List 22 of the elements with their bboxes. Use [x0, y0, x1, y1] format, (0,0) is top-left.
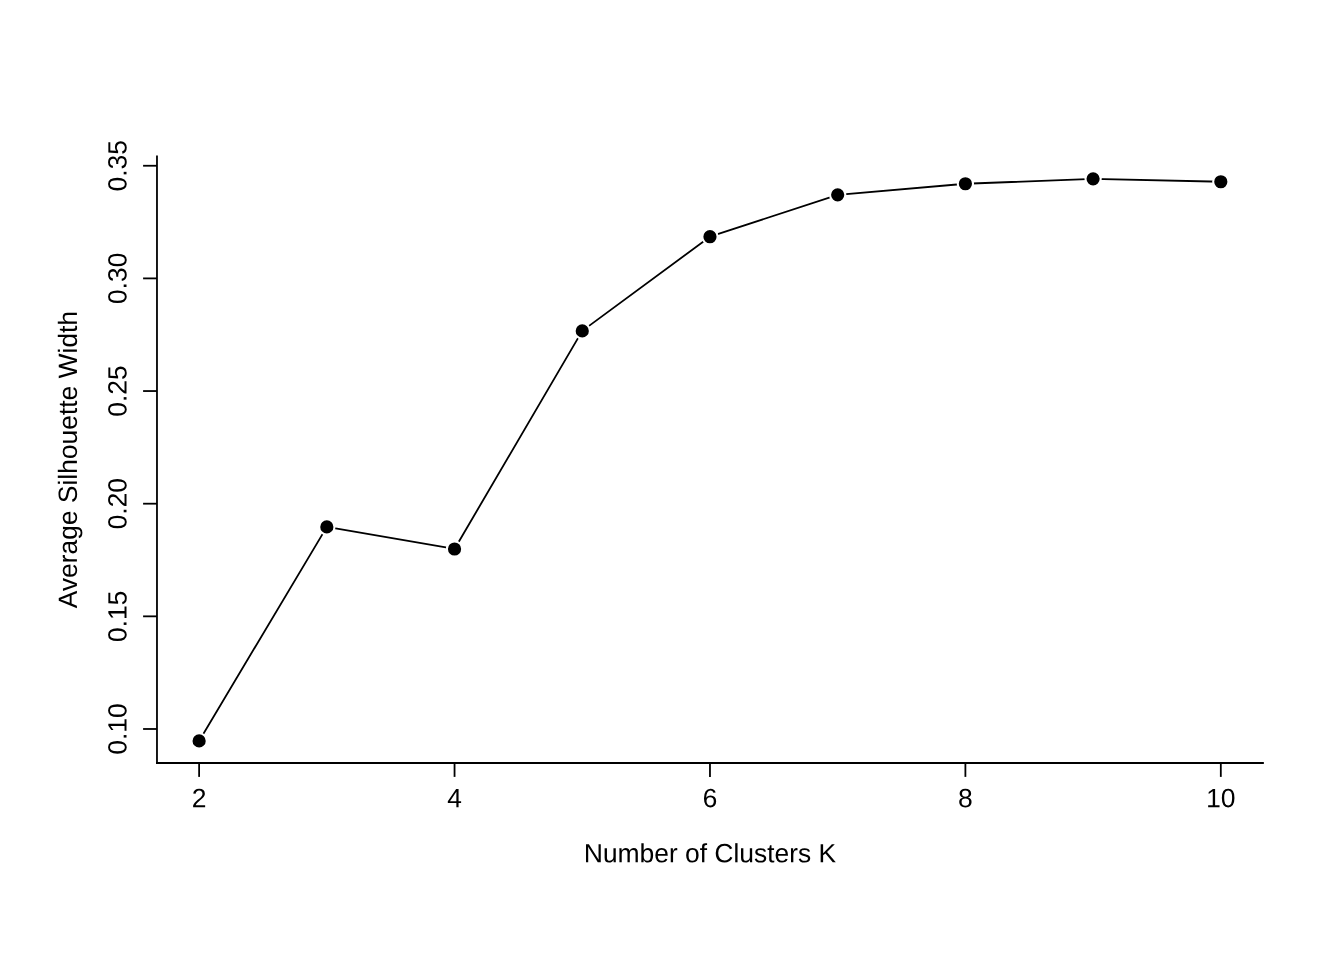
- point: [701, 228, 719, 246]
- point: [573, 322, 591, 340]
- x-tick-label: 8: [959, 788, 972, 808]
- y-tick-label: 0.25: [108, 366, 127, 416]
- x-axis-title: Number of Clusters K: [586, 843, 836, 863]
- point: [445, 540, 464, 558]
- y-tick-label: 0.35: [108, 141, 127, 191]
- point: [1212, 173, 1230, 191]
- point: [318, 518, 336, 536]
- y-axis-title: Average Silhouette Width: [57, 312, 83, 609]
- point: [829, 186, 847, 204]
- point: [1084, 170, 1102, 188]
- y-tick-label: 0.30: [108, 253, 127, 304]
- y-tick-label: 0.20: [108, 479, 127, 529]
- x-tick-label: 4: [447, 788, 462, 808]
- y-tick-label: 0.15: [108, 591, 127, 641]
- point: [190, 732, 208, 750]
- x-tick-label: 6: [703, 788, 717, 808]
- y-tick-label: 0.10: [108, 704, 127, 754]
- point: [956, 175, 975, 193]
- x-tick-label: 2: [193, 788, 206, 808]
- x-tick-label: 10: [1208, 788, 1235, 808]
